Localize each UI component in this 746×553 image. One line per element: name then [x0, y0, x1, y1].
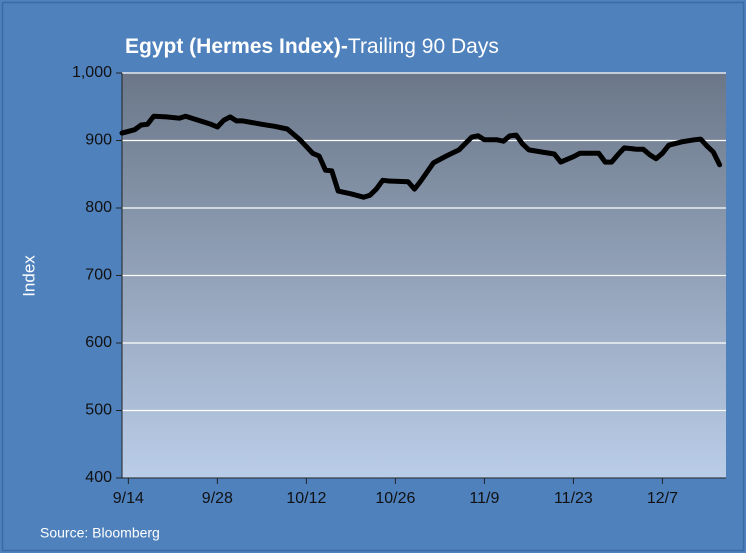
- x-tick-label: 10/12: [286, 490, 326, 507]
- x-tick-label: 12/7: [647, 490, 678, 507]
- y-tick-label: 700: [85, 267, 112, 284]
- title-bold: Egypt (Hermes Index)-: [125, 35, 348, 58]
- chart-title: Egypt (Hermes Index)-Trailing 90 Days: [125, 35, 499, 58]
- x-tick-label: 10/26: [375, 490, 415, 507]
- line-series: [119, 113, 723, 200]
- y-axis-label: Index: [19, 255, 38, 297]
- x-tick-label: 11/23: [554, 490, 593, 507]
- x-tick-label: 9/28: [202, 490, 233, 507]
- y-tick-label: 500: [85, 402, 112, 419]
- x-tick-label: 11/9: [469, 490, 499, 507]
- y-tick-label: 400: [85, 469, 112, 486]
- y-tick-label: 600: [85, 334, 112, 351]
- y-tick-label: 900: [85, 132, 112, 149]
- y-tick-label: 1,000: [72, 64, 112, 81]
- x-tick-label: 9/14: [113, 490, 144, 507]
- y-tick-label: 800: [85, 199, 112, 216]
- source: Source: Bloomberg: [40, 525, 160, 541]
- title-regular: Trailing 90 Days: [348, 35, 499, 58]
